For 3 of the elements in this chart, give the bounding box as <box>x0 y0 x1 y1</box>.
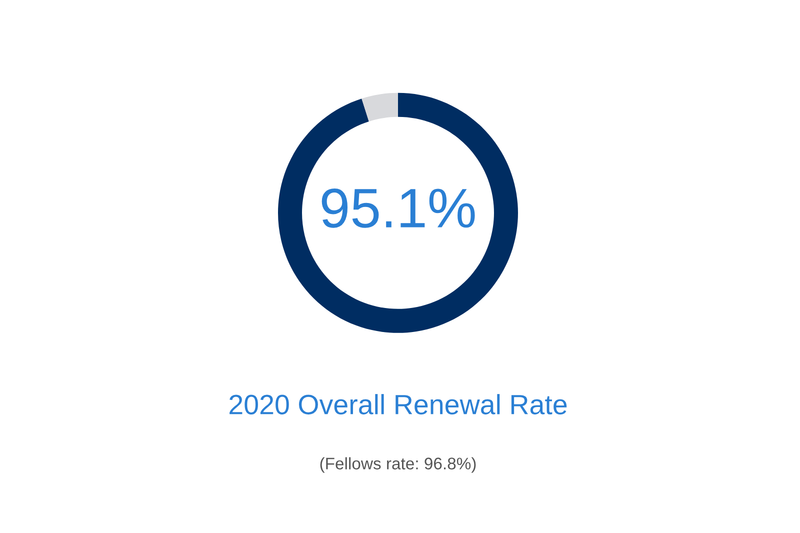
data-label: 95.1% <box>322 188 475 228</box>
text: 2020 Overall Renewal Rate <box>230 394 567 414</box>
text: (Fellows rate: 96.8%) <box>320 457 476 473</box>
